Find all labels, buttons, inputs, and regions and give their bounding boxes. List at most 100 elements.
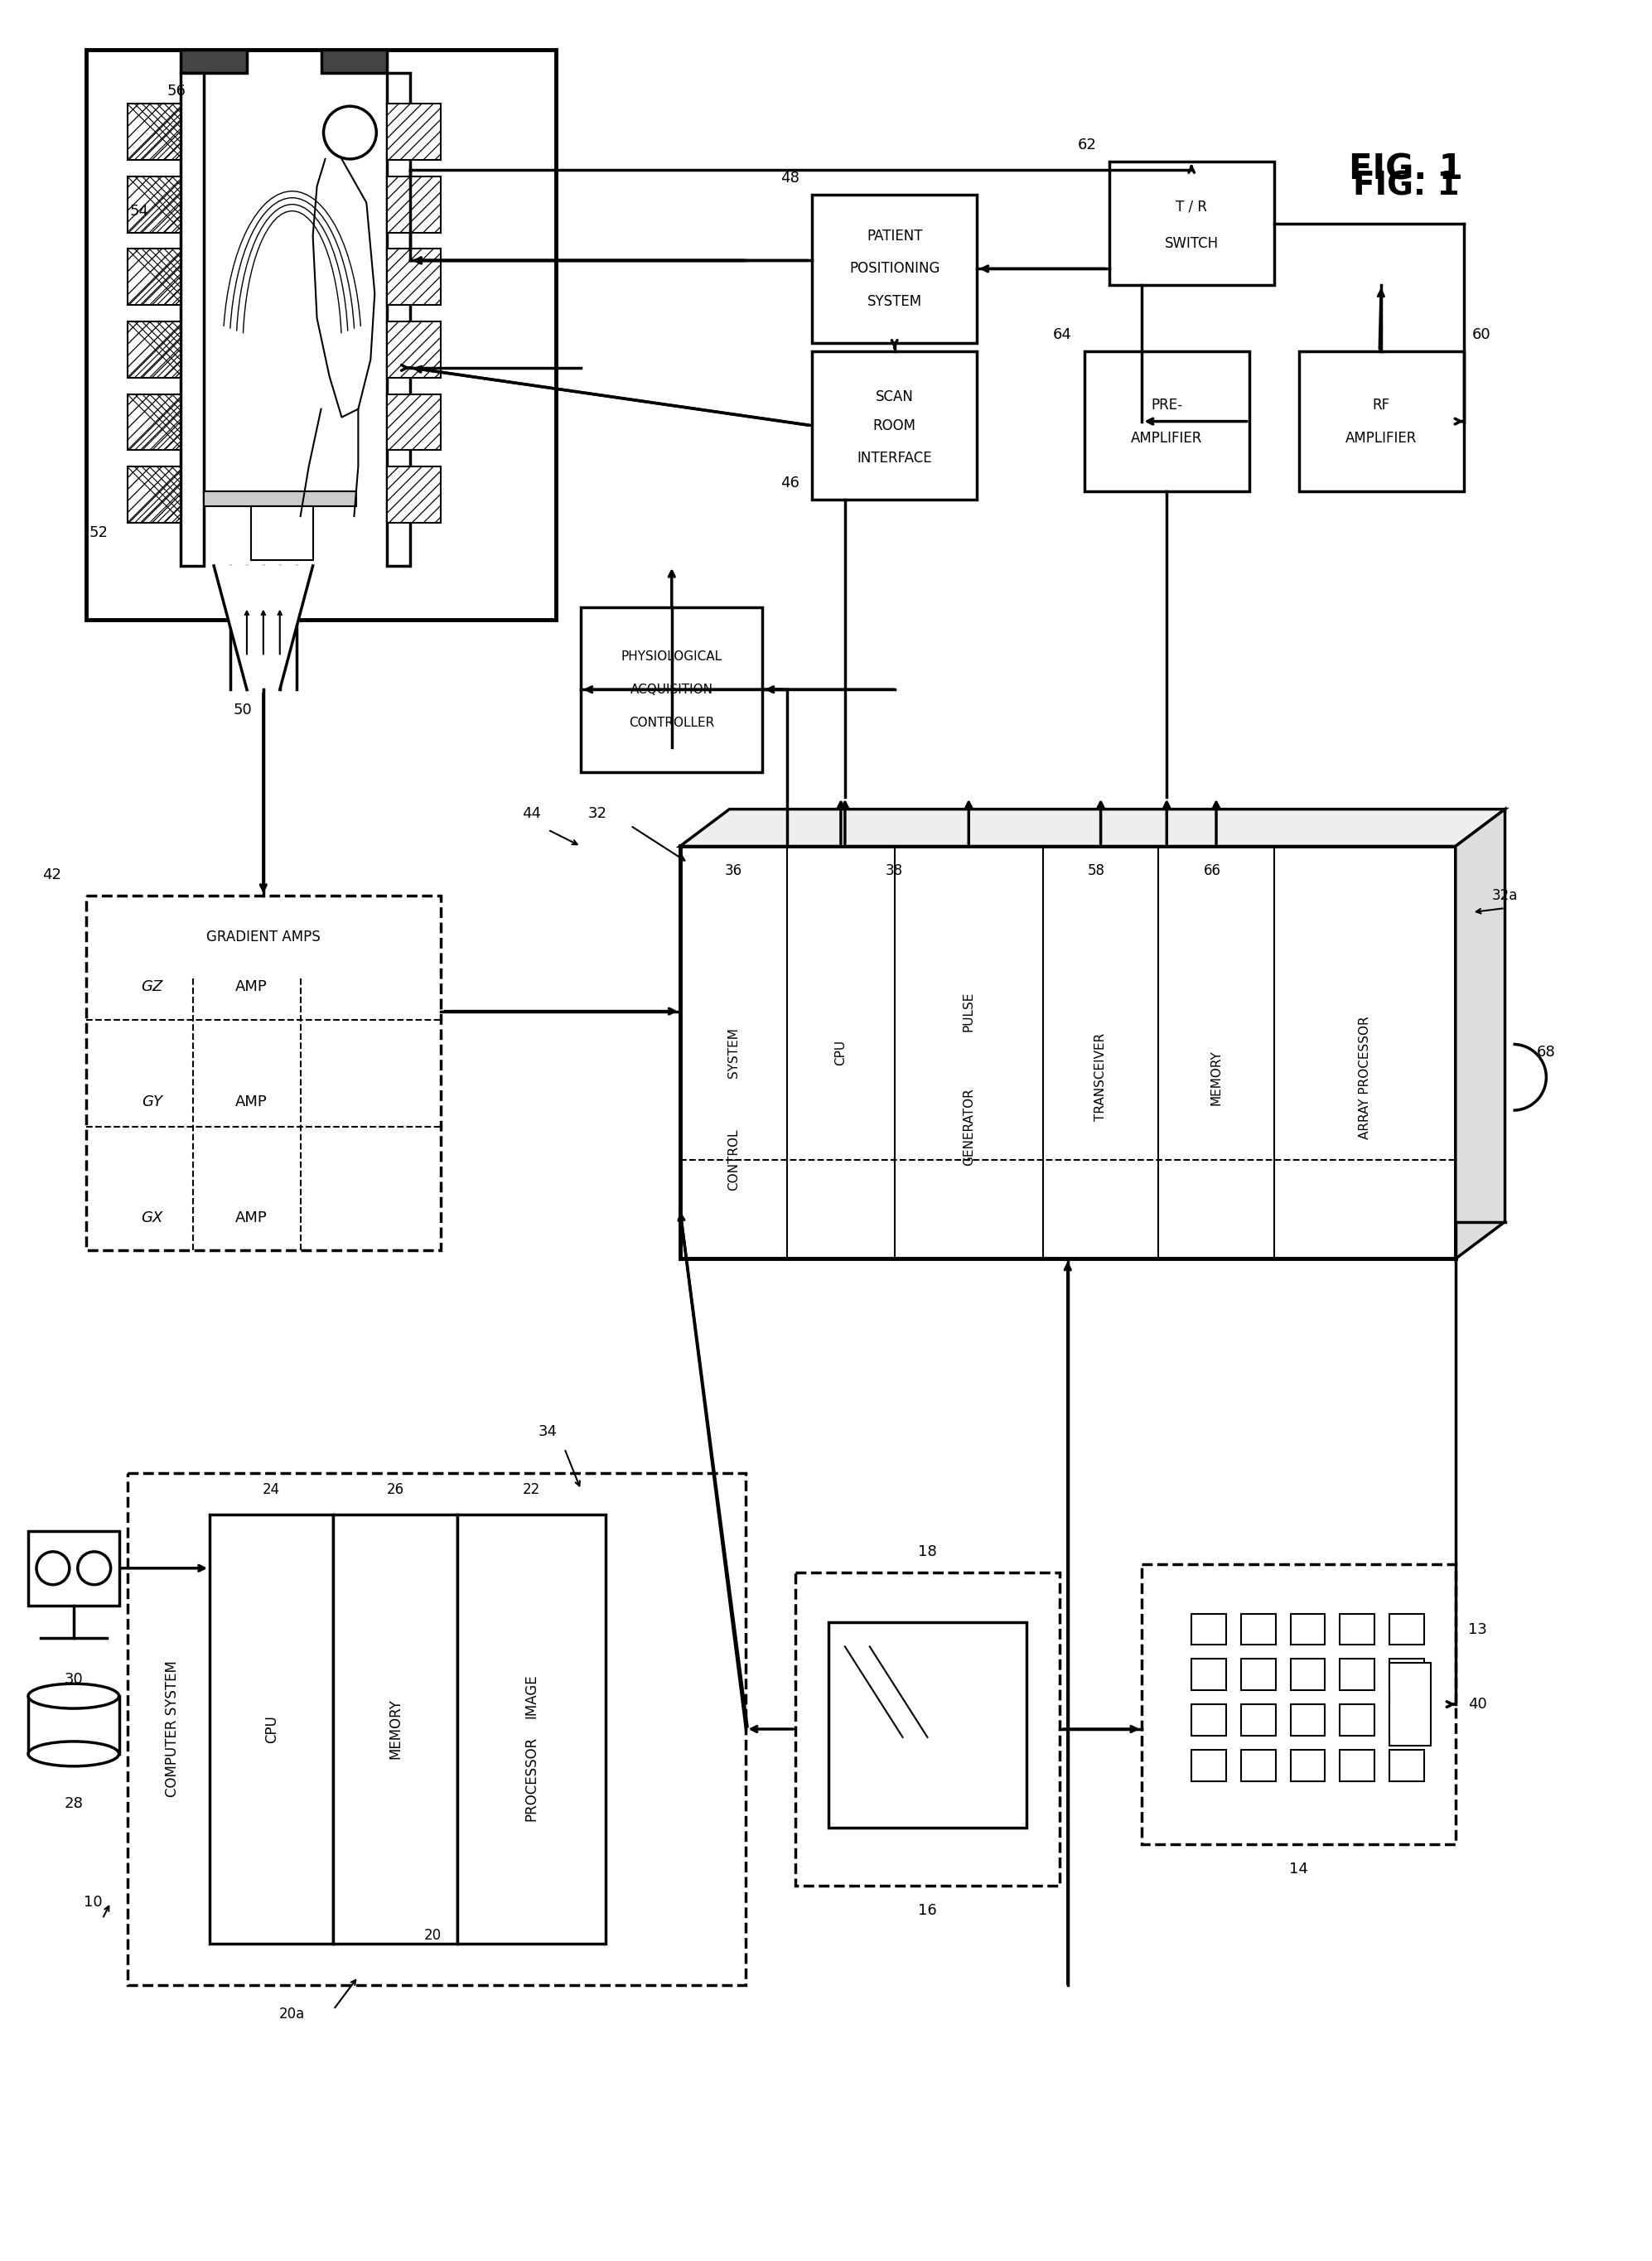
Bar: [1191, 1614, 1226, 1646]
Text: FIG. 1: FIG. 1: [1353, 170, 1459, 201]
Bar: [1142, 1565, 1455, 1845]
Text: AMP: AMP: [235, 979, 268, 995]
Bar: [1290, 1614, 1325, 1646]
Bar: [210, 1515, 334, 1944]
Bar: [796, 1571, 1059, 1886]
Bar: [458, 1515, 606, 1944]
Text: PROCESSOR: PROCESSOR: [524, 1736, 539, 1820]
Text: AMP: AMP: [235, 1210, 268, 1225]
Text: ROOM: ROOM: [872, 418, 915, 432]
Text: 24: 24: [263, 1483, 281, 1497]
Text: PHYSIOLOGICAL: PHYSIOLOGICAL: [621, 651, 722, 662]
Text: 20: 20: [423, 1929, 441, 1942]
Bar: [387, 393, 441, 450]
Text: IMAGE: IMAGE: [524, 1673, 539, 1718]
Bar: [251, 506, 312, 561]
Text: 40: 40: [1469, 1696, 1487, 1712]
Text: SCAN: SCAN: [876, 389, 914, 405]
Bar: [1340, 1614, 1374, 1646]
Text: 32a: 32a: [1492, 889, 1518, 902]
Text: 50: 50: [233, 703, 253, 717]
Text: 34: 34: [539, 1424, 557, 1440]
Text: 10: 10: [84, 1895, 102, 1911]
Bar: [127, 249, 180, 305]
Bar: [1241, 1705, 1275, 1736]
Text: GX: GX: [140, 1210, 164, 1225]
Bar: [1108, 161, 1274, 285]
Bar: [1340, 1705, 1374, 1736]
Text: SYSTEM: SYSTEM: [727, 1026, 740, 1078]
Text: 68: 68: [1536, 1045, 1556, 1060]
Text: 62: 62: [1077, 138, 1097, 151]
Text: AMPLIFIER: AMPLIFIER: [1345, 430, 1417, 445]
Text: CPU: CPU: [264, 1716, 279, 1743]
Text: PULSE: PULSE: [963, 990, 975, 1031]
Text: 66: 66: [1203, 864, 1221, 880]
Text: CONTROLLER: CONTROLLER: [629, 717, 715, 728]
Bar: [1340, 1660, 1374, 1691]
Bar: [828, 1621, 1026, 1829]
Bar: [387, 466, 441, 522]
Bar: [127, 176, 180, 233]
Text: 58: 58: [1089, 864, 1105, 880]
Text: 60: 60: [1472, 328, 1490, 341]
Bar: [180, 72, 203, 565]
Bar: [813, 350, 976, 500]
Text: GY: GY: [142, 1094, 162, 1110]
Bar: [1241, 1660, 1275, 1691]
Text: T / R: T / R: [1176, 199, 1208, 215]
Text: GZ: GZ: [140, 979, 164, 995]
Text: FIG. 1: FIG. 1: [1350, 151, 1464, 188]
Bar: [28, 1531, 119, 1605]
Bar: [1290, 1660, 1325, 1691]
Text: 38: 38: [885, 864, 904, 880]
Ellipse shape: [28, 1684, 119, 1709]
Text: MEMORY: MEMORY: [1209, 1049, 1222, 1106]
Bar: [127, 466, 180, 522]
Bar: [1389, 1614, 1424, 1646]
Text: 20a: 20a: [279, 2006, 306, 2021]
Text: 28: 28: [64, 1795, 83, 1811]
Text: 36: 36: [725, 864, 742, 880]
Text: 13: 13: [1469, 1623, 1487, 1637]
Text: AMPLIFIER: AMPLIFIER: [1132, 430, 1203, 445]
Bar: [387, 104, 441, 161]
Bar: [1298, 350, 1464, 491]
Bar: [1191, 1660, 1226, 1691]
Text: 56: 56: [167, 84, 187, 99]
Bar: [1389, 1660, 1424, 1691]
Bar: [387, 249, 441, 305]
Bar: [1290, 1705, 1325, 1736]
Bar: [28, 1696, 119, 1755]
Bar: [1191, 1705, 1226, 1736]
Text: SWITCH: SWITCH: [1165, 237, 1219, 251]
Bar: [1389, 1664, 1431, 1745]
Bar: [320, 50, 387, 72]
Bar: [180, 50, 246, 72]
Bar: [127, 104, 180, 161]
Ellipse shape: [28, 1741, 119, 1766]
Text: GRADIENT AMPS: GRADIENT AMPS: [206, 929, 320, 945]
Polygon shape: [213, 565, 312, 690]
Bar: [387, 176, 441, 233]
Text: MEMORY: MEMORY: [388, 1698, 403, 1759]
Polygon shape: [681, 809, 1505, 846]
Text: 64: 64: [1052, 328, 1072, 341]
Text: 46: 46: [781, 475, 800, 491]
Text: 26: 26: [387, 1483, 405, 1497]
Text: 48: 48: [781, 170, 800, 185]
Bar: [1290, 1750, 1325, 1782]
Text: RF: RF: [1373, 398, 1389, 412]
Bar: [1241, 1750, 1275, 1782]
Text: 30: 30: [64, 1673, 83, 1687]
Polygon shape: [1455, 809, 1505, 1259]
Text: 52: 52: [89, 525, 107, 540]
Bar: [813, 194, 976, 344]
Text: ARRAY PROCESSOR: ARRAY PROCESSOR: [1358, 1015, 1371, 1140]
Bar: [387, 72, 410, 565]
Text: COMPUTER SYSTEM: COMPUTER SYSTEM: [165, 1662, 180, 1797]
Bar: [582, 606, 763, 771]
Text: INTERFACE: INTERFACE: [857, 450, 932, 466]
Text: TRANSCEIVER: TRANSCEIVER: [1095, 1033, 1107, 1121]
Text: AMP: AMP: [235, 1094, 268, 1110]
